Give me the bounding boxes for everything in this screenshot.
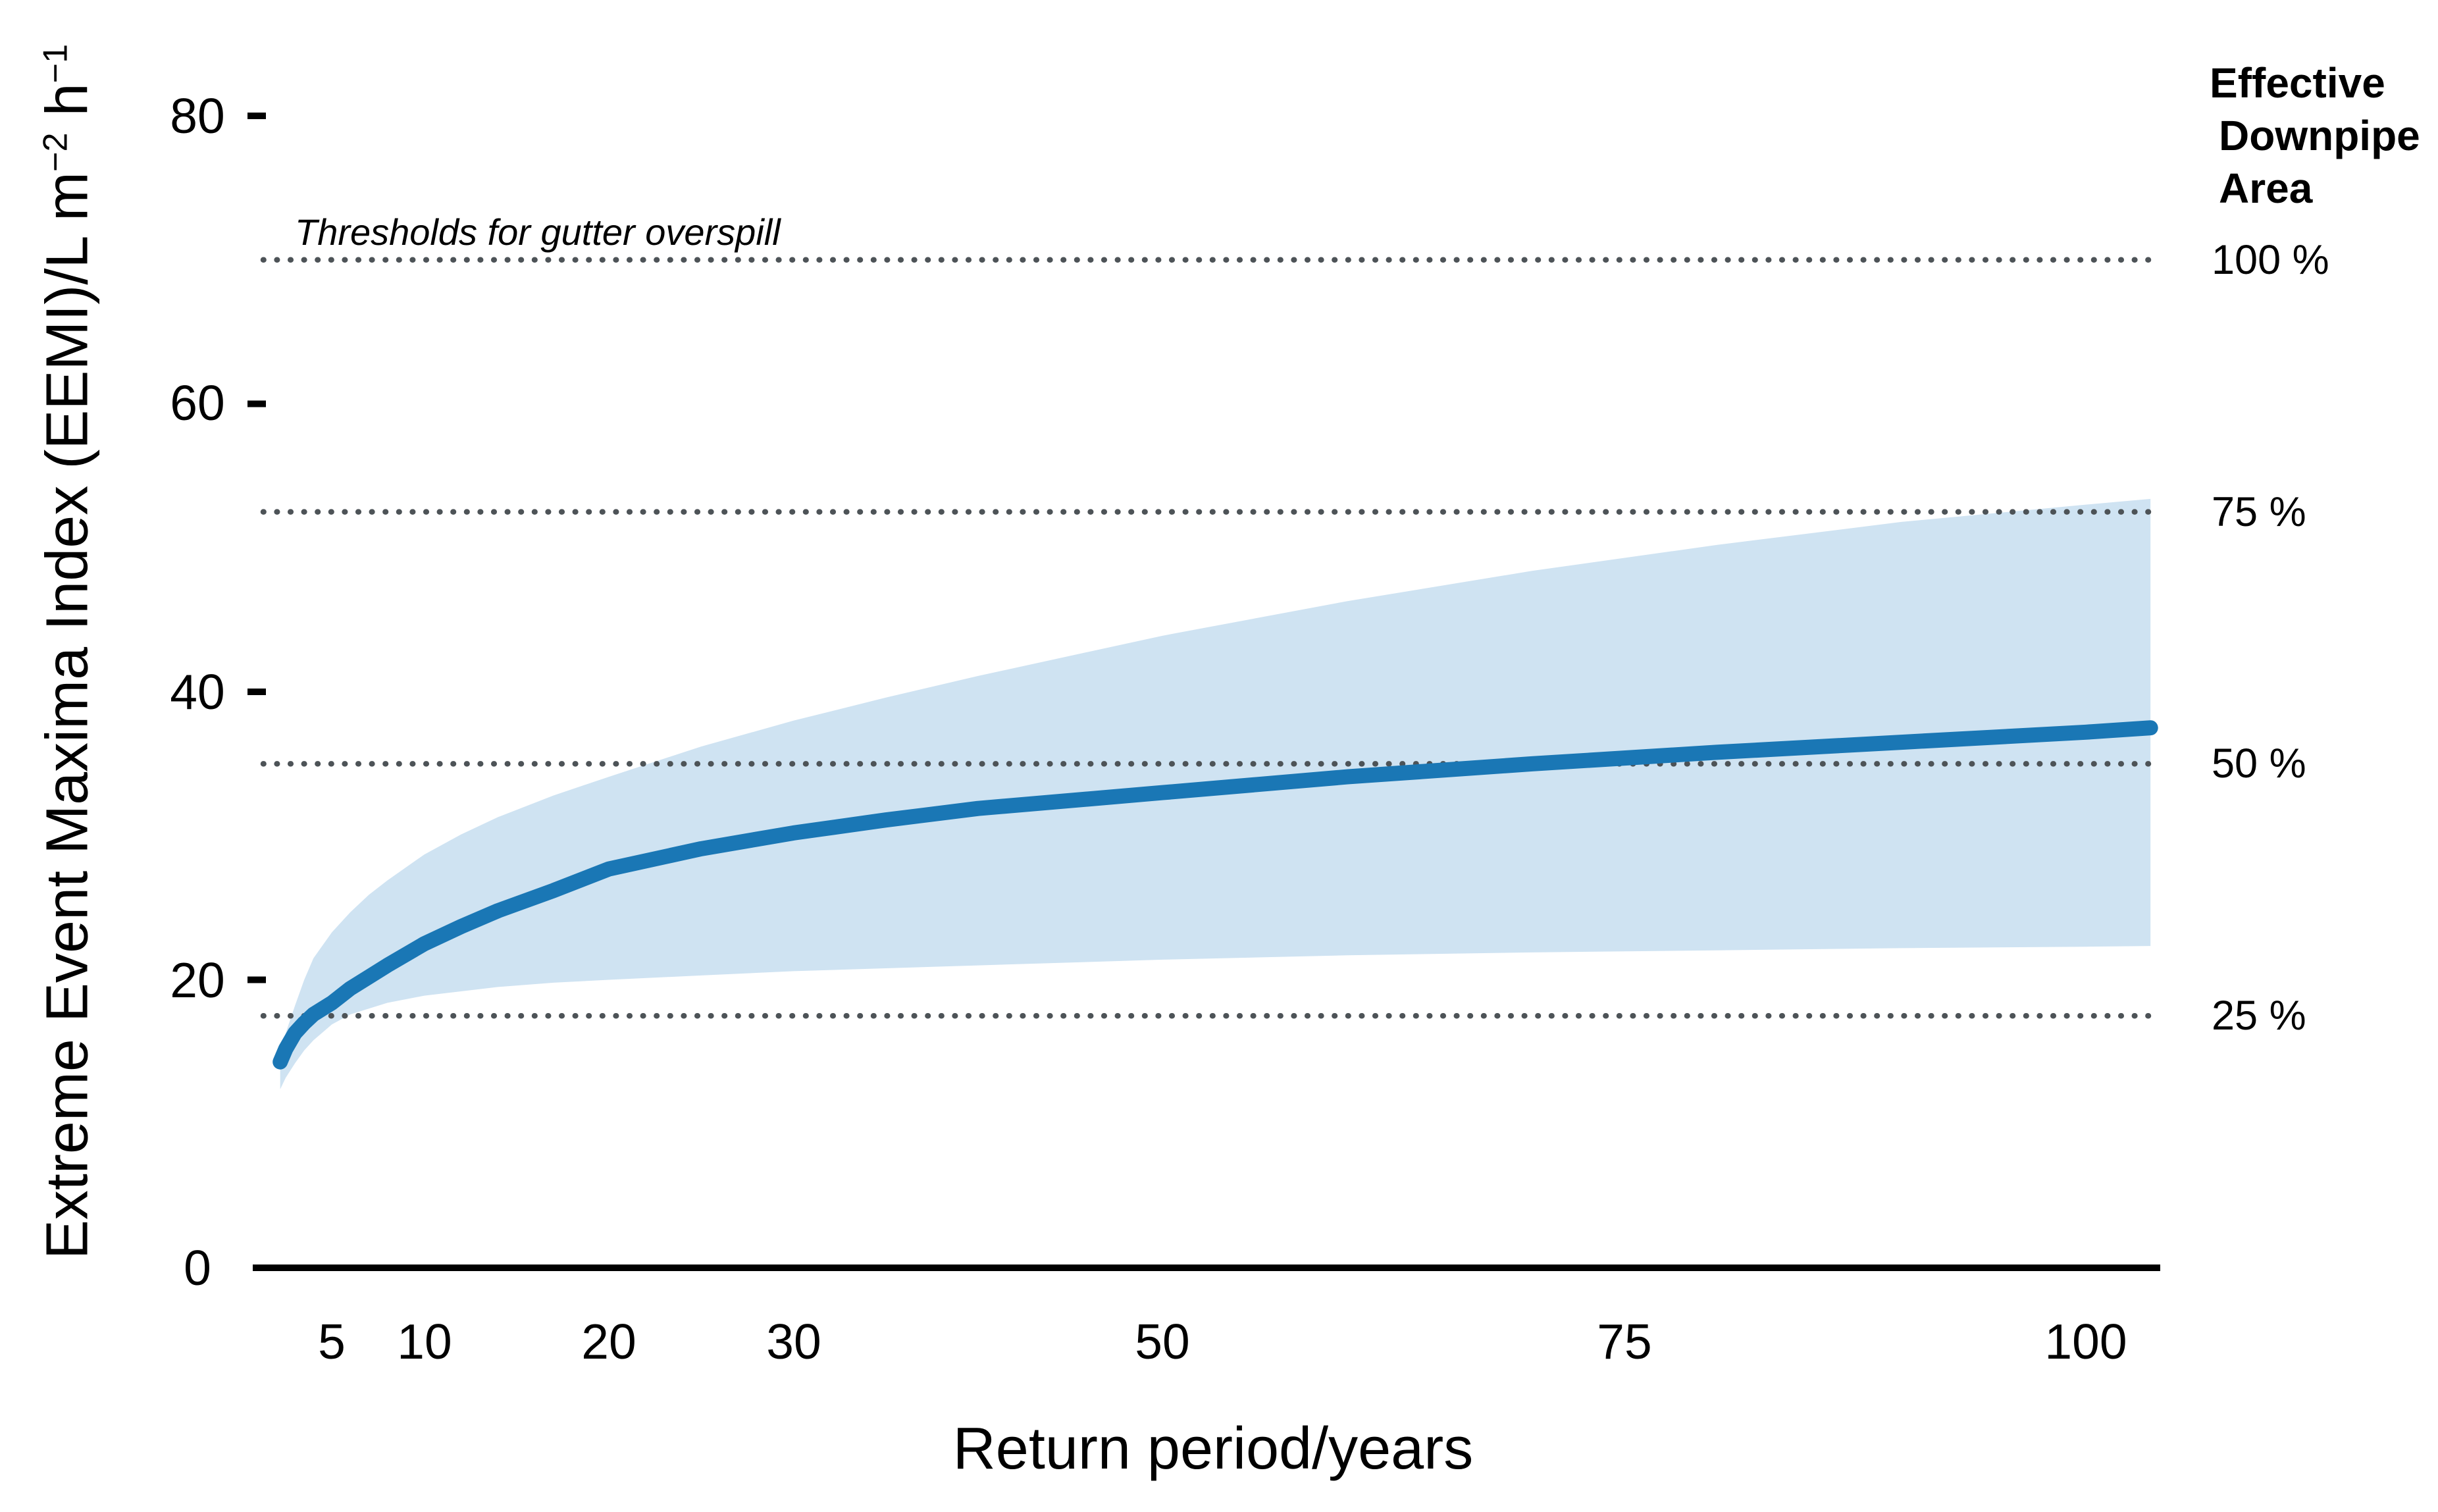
x-tick-label-10: 10 (397, 1314, 452, 1369)
threshold-label-75: 75 % (2212, 489, 2306, 535)
y-axis-title-sup-h: −1 (36, 43, 75, 84)
x-tick-label-30: 30 (766, 1314, 821, 1369)
x-tick-label-5: 5 (318, 1314, 346, 1369)
x-tick-label-20: 20 (581, 1314, 636, 1369)
y-tick-label-0: 0 (184, 1240, 211, 1295)
y-tick-label-80: 80 (170, 88, 225, 143)
y-axis-title-sup-m: −2 (36, 132, 75, 172)
right-legend-title: Effective Downpipe Area (2210, 57, 2433, 215)
y-axis-title-mid: h (34, 83, 101, 133)
y-axis-title-prefix: Extreme Event Maxima Index (EEMI)/L m (34, 171, 101, 1260)
x-axis-title: Return period/years (952, 1416, 1474, 1482)
right-legend-line-3: Area (2219, 165, 2313, 212)
annotation-thresholds: Thresholds for gutter overspill (295, 211, 781, 253)
right-legend-line-2: Downpipe (2219, 112, 2420, 159)
x-tick-label-50: 50 (1135, 1314, 1190, 1369)
threshold-label-25: 25 % (2212, 993, 2306, 1039)
threshold-label-50: 50 % (2212, 741, 2306, 787)
y-axis-title: Extreme Event Maxima Index (EEMI)/L m−2 … (34, 44, 102, 1259)
eemi-curve (272, 720, 2158, 1070)
x-tick-label-75: 75 (1597, 1314, 1652, 1369)
threshold-label-100: 100 % (2212, 237, 2329, 283)
y-tick-label-40: 40 (170, 664, 225, 719)
y-tick-label-60: 60 (170, 375, 225, 430)
x-tick-label-100: 100 (2044, 1314, 2127, 1369)
y-tick-label-20: 20 (170, 952, 225, 1008)
right-legend-line-1: Effective (2210, 59, 2385, 107)
